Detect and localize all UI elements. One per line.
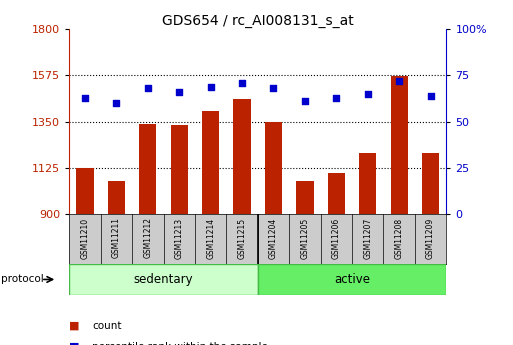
Bar <box>328 173 345 214</box>
Point <box>207 84 215 89</box>
Point <box>395 78 403 84</box>
Point <box>238 80 246 86</box>
Bar <box>139 124 156 214</box>
Point <box>112 100 121 106</box>
Bar <box>233 99 251 214</box>
Bar <box>69 264 258 295</box>
Point <box>81 95 89 100</box>
Text: GSM11211: GSM11211 <box>112 217 121 258</box>
Point <box>301 99 309 104</box>
Text: GSM11212: GSM11212 <box>143 217 152 258</box>
Text: ■: ■ <box>69 321 80 331</box>
Text: percentile rank within the sample: percentile rank within the sample <box>92 342 268 345</box>
Bar <box>359 154 377 214</box>
Text: ■: ■ <box>69 342 80 345</box>
Title: GDS654 / rc_AI008131_s_at: GDS654 / rc_AI008131_s_at <box>162 14 353 28</box>
Text: GSM11209: GSM11209 <box>426 217 435 259</box>
Bar <box>202 111 219 214</box>
Text: GSM11215: GSM11215 <box>238 217 247 258</box>
Bar <box>76 168 93 214</box>
Text: GSM11208: GSM11208 <box>394 217 404 258</box>
Text: active: active <box>334 273 370 286</box>
Point <box>364 91 372 97</box>
Text: GSM11206: GSM11206 <box>332 217 341 259</box>
Point <box>175 89 183 95</box>
Text: GSM11207: GSM11207 <box>363 217 372 259</box>
Text: GSM11214: GSM11214 <box>206 217 215 258</box>
Bar <box>108 181 125 214</box>
Text: GSM11205: GSM11205 <box>301 217 309 259</box>
Text: GSM11210: GSM11210 <box>81 217 89 258</box>
Text: sedentary: sedentary <box>134 273 193 286</box>
Point <box>269 86 278 91</box>
Bar <box>390 77 408 214</box>
Text: GSM11213: GSM11213 <box>175 217 184 258</box>
Text: count: count <box>92 321 122 331</box>
Text: protocol: protocol <box>1 275 44 284</box>
Point <box>332 95 341 100</box>
Text: GSM11204: GSM11204 <box>269 217 278 259</box>
Bar <box>422 154 439 214</box>
Bar <box>297 181 313 214</box>
Bar <box>171 125 188 214</box>
Bar <box>265 122 282 214</box>
Point <box>426 93 435 99</box>
Point <box>144 86 152 91</box>
Bar <box>258 264 446 295</box>
